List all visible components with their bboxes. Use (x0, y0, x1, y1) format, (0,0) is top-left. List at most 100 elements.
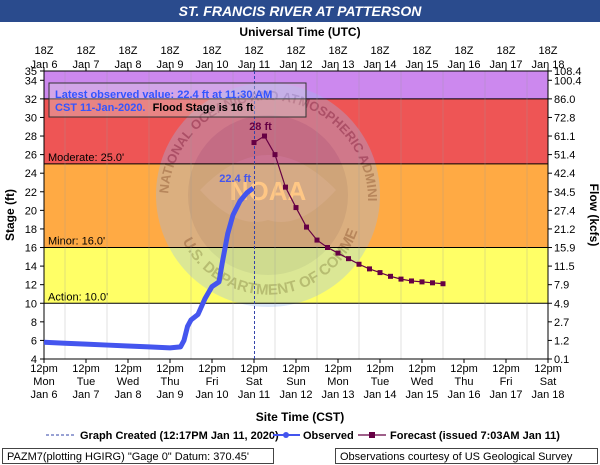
x-tick-time: 12pm (198, 363, 226, 375)
y2-tick-label: 11.5 (554, 261, 575, 273)
y-tick-label: 28 (25, 131, 37, 143)
y-tick-label: 26 (25, 150, 37, 162)
x-tick-day: Sat (246, 376, 263, 388)
forecast-point (335, 250, 341, 256)
y2-tick-label: 86.0 (554, 94, 575, 106)
info-line1: Latest observed value: 22.4 ft at 11:30 … (55, 89, 272, 101)
y2-tick-label: 0.1 (554, 354, 569, 366)
x-tick-date: Jan 10 (195, 389, 228, 401)
y2-tick-label: 21.2 (554, 224, 575, 236)
top-tick-time: 18Z (203, 45, 222, 57)
forecast-point (304, 224, 309, 230)
x-tick-time: 12pm (30, 363, 58, 375)
x-tick-day: Fri (500, 376, 513, 388)
title-bar (0, 0, 600, 22)
forecast-point (388, 273, 393, 279)
y-tick-label: 6 (31, 335, 37, 347)
y2-tick-label: 27.4 (554, 205, 575, 217)
band-normal (44, 303, 548, 359)
x-tick-day: Sat (540, 376, 557, 388)
top-tick-date: Jan 15 (405, 59, 438, 71)
top-tick-time: 18Z (77, 45, 96, 57)
x-tick-time: 12pm (156, 363, 184, 375)
y-tick-label: 22 (25, 187, 37, 199)
x-tick-time: 12pm (408, 363, 436, 375)
forecast-point (440, 281, 446, 287)
top-tick-date: Jan 13 (321, 59, 354, 71)
top-axis-title: Universal Time (UTC) (239, 25, 360, 39)
top-tick-date: Jan 12 (279, 59, 312, 71)
forecast-point (346, 256, 351, 262)
forecast-point (419, 279, 425, 285)
top-tick-date: Jan 18 (531, 59, 564, 71)
y2-tick-label: 72.8 (554, 112, 575, 124)
top-tick-time: 18Z (245, 45, 264, 57)
x-tick-day: Thu (455, 376, 474, 388)
footer-datum: PAZM7(plotting HGIRG) "Gage 0" Datum: 37… (2, 448, 274, 464)
y2-tick-label: 51.4 (554, 150, 575, 162)
y2-tick-label: 34.5 (554, 187, 575, 199)
x-tick-day: Wed (411, 376, 433, 388)
forecast-point (293, 205, 299, 211)
forecast-point (430, 280, 435, 286)
y-tick-label: 30 (25, 112, 37, 124)
top-tick-time: 18Z (413, 45, 432, 57)
forecast-point (262, 133, 267, 139)
top-tick-date: Jan 11 (238, 59, 270, 71)
forecast-point (409, 278, 414, 284)
info-box-frame (48, 82, 307, 118)
x-tick-day: Fri (206, 376, 219, 388)
x-tick-time: 12pm (72, 363, 100, 375)
band-major (44, 71, 548, 99)
x-tick-date: Jan 14 (363, 389, 396, 401)
x-tick-time: 12pm (282, 363, 310, 375)
threshold-label-moderate: Moderate: 25.0' (48, 152, 124, 164)
x-tick-day: Mon (33, 376, 54, 388)
y-tick-label: 24 (25, 168, 37, 180)
x-tick-day: Wed (117, 376, 139, 388)
observed-series-line (43, 186, 255, 351)
top-tick-date: Jan 6 (31, 59, 58, 71)
y-tick-label: 32 (25, 94, 37, 106)
top-tick-date: Jan 7 (73, 59, 100, 71)
y-tick-label: 34 (25, 75, 37, 87)
y2-tick-label: 15.9 (554, 243, 575, 255)
info-box: Latest observed value: 22.4 ft at 11:30 … (48, 82, 307, 118)
grid: Moderate: 25.0' Minor: 16.0' Action: 10.0' (44, 71, 548, 359)
forecast-annotation: 28 ft (249, 121, 272, 133)
top-tick-date: Jan 14 (363, 59, 396, 71)
forecast-point (367, 266, 372, 272)
top-tick-date: Jan 16 (447, 59, 480, 71)
legend-observed-marker (283, 432, 289, 438)
y2-tick-label: 2.7 (554, 317, 569, 329)
y2-tick-label: 42.4 (554, 168, 575, 180)
y2-tick-label: 108.4 (554, 66, 582, 78)
top-tick-time: 18Z (329, 45, 348, 57)
x-tick-date: Jan 12 (279, 389, 312, 401)
y-tick-label: 16 (25, 243, 37, 255)
x-tick-date: Jan 8 (115, 389, 142, 401)
x-tick-day: Mon (327, 376, 348, 388)
top-tick-date: Jan 10 (195, 59, 228, 71)
info-line2-observed: CST 11-Jan-2020. (55, 102, 146, 114)
forecast-point (314, 237, 320, 243)
top-tick-time: 18Z (35, 45, 54, 57)
x-tick-day: Tue (371, 376, 390, 388)
y-axis-label: Stage (ft) (3, 189, 17, 241)
top-tick-time: 18Z (161, 45, 180, 57)
top-tick-time: 18Z (119, 45, 138, 57)
y2-axis-ticks: 0.1 1.2 2.7 4.9 7.9 11.5 15.9 21.2 27.4 34.5 42.4 5… (548, 66, 582, 366)
watermark-seal-outer (156, 83, 380, 307)
forecast-point (356, 261, 362, 267)
observed-annotation: 22.4 ft (219, 173, 251, 185)
x-tick-date: Jan 11 (238, 389, 270, 401)
threshold-label-minor: Minor: 16.0' (48, 236, 105, 248)
flood-bands (44, 71, 548, 359)
x-tick-time: 12pm (492, 363, 520, 375)
top-tick-date: Jan 8 (115, 59, 142, 71)
y2-tick-label: 7.9 (554, 280, 569, 292)
legend: Graph Created (12:17PM Jan 11, 2020) Obs… (46, 430, 560, 442)
y2-tick-label: 1.2 (554, 335, 569, 347)
